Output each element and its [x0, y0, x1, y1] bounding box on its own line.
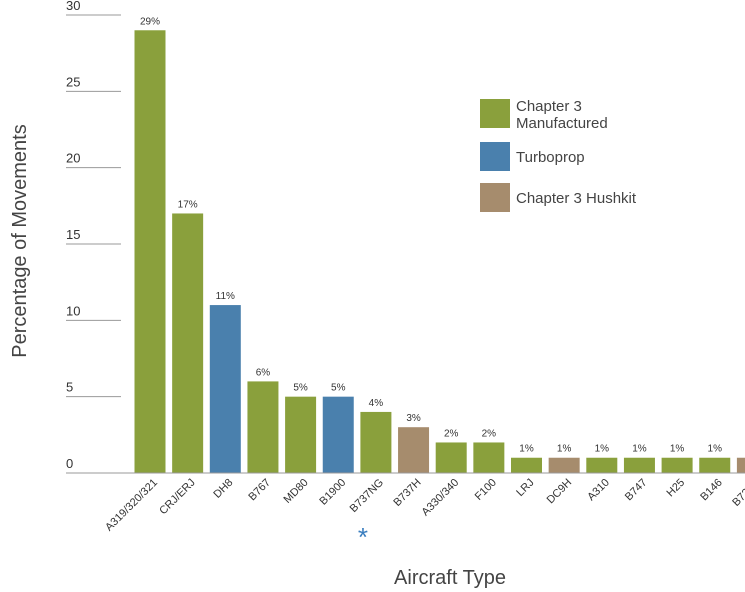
- y-tick-label: 0: [66, 456, 73, 471]
- data-label: 1%: [557, 444, 572, 455]
- x-tick-label: H25: [664, 477, 687, 500]
- y-tick-label: 15: [66, 227, 80, 242]
- bar-f100: [473, 442, 505, 473]
- data-label: 1%: [519, 444, 534, 455]
- data-label: 1%: [670, 444, 685, 455]
- data-label: 11%: [216, 291, 235, 302]
- x-tick-label: B747: [623, 477, 650, 504]
- x-tick-label: B727H: [730, 477, 745, 509]
- data-label: 6%: [256, 367, 271, 378]
- legend-label: Turboprop: [516, 149, 585, 166]
- bar-crj-erj: [172, 213, 204, 473]
- x-tick-label: A330/340: [420, 477, 462, 519]
- bar-md80: [285, 396, 317, 473]
- x-tick-label: MD80: [281, 477, 310, 506]
- y-tick-label: 25: [66, 74, 80, 89]
- bar-b737ng: [360, 411, 392, 473]
- legend-swatch-hushkit: [480, 183, 510, 212]
- y-axis-label: Percentage of Movements: [9, 124, 31, 357]
- data-labels: 29%17%11%6%5%5%4%3%2%2%1%1%1%1%1%1%1%: [140, 16, 723, 455]
- data-label: 2%: [444, 428, 459, 439]
- data-label: 5%: [293, 383, 308, 394]
- bar-b146: [699, 457, 731, 473]
- x-tick-label: CRJ/ERJ: [157, 477, 197, 517]
- data-label: 5%: [331, 383, 346, 394]
- bar-h25: [661, 457, 693, 473]
- data-label: 2%: [482, 428, 497, 439]
- legend-swatch-chapter3: [480, 99, 510, 128]
- bar-dc9h: [548, 457, 580, 473]
- x-axis-label: Aircraft Type: [394, 567, 506, 589]
- bar-b1900: [322, 396, 354, 473]
- data-label: 29%: [140, 16, 160, 27]
- y-tick-label: 10: [66, 303, 80, 318]
- data-label: 4%: [369, 398, 384, 409]
- x-tick-label: DC9H: [545, 477, 575, 507]
- bar-lrj: [511, 457, 542, 473]
- y-tick-label: 30: [66, 0, 80, 13]
- legend-label: Chapter 3 Hushkit: [516, 190, 637, 207]
- x-tick-label: A310: [585, 477, 612, 504]
- bar-b737h: [398, 427, 430, 473]
- x-tick-label: DH8: [211, 477, 235, 501]
- x-tick-label: A319/320/321: [103, 477, 160, 534]
- x-tick-label: B1900: [317, 477, 348, 508]
- x-tick-label: B146: [698, 477, 725, 504]
- data-label: 3%: [406, 413, 421, 424]
- x-tick-label: B737H: [391, 477, 423, 509]
- bar-a330-340: [435, 442, 467, 473]
- x-tick-label: F100: [473, 477, 499, 503]
- data-label: 1%: [708, 444, 723, 455]
- bars: [134, 30, 745, 474]
- y-tick-label: 20: [66, 151, 80, 166]
- data-label: 1%: [595, 444, 610, 455]
- bar-b767: [247, 381, 279, 473]
- y-axis: 0 5 10 15 20 25 30: [66, 0, 121, 474]
- asterisk-annotation: *: [358, 522, 368, 552]
- bar-b747: [623, 457, 655, 473]
- bar-a319-320-321: [134, 30, 166, 474]
- x-tick-label: B767: [246, 477, 273, 504]
- bar-dh8: [209, 305, 241, 473]
- legend-label: Manufactured: [516, 115, 608, 132]
- bar-b727h: [736, 457, 745, 473]
- data-label: 17%: [178, 199, 198, 210]
- x-tick-label: LRJ: [514, 477, 536, 499]
- y-tick-label: 5: [66, 380, 73, 395]
- bar-a310: [586, 457, 618, 473]
- x-tick-label: B737NG: [348, 477, 386, 515]
- legend-swatch-turboprop: [480, 142, 510, 171]
- data-label: 1%: [632, 444, 647, 455]
- legend-label: Chapter 3: [516, 98, 582, 115]
